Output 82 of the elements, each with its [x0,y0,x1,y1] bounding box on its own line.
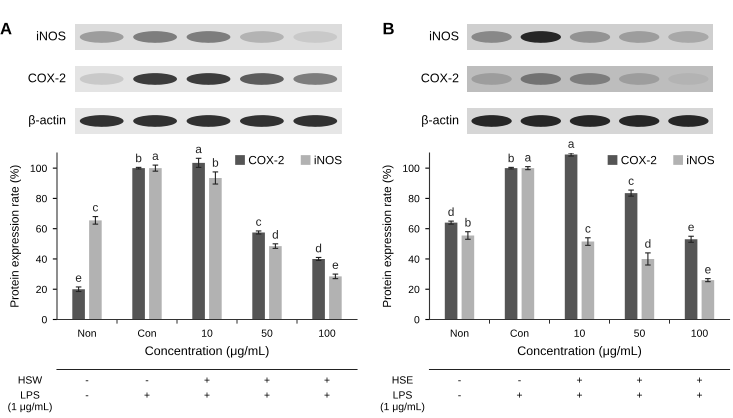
text: + [696,378,702,383]
text: LPS (1 μg/mL) [8,391,52,412]
data-label: a [152,154,159,160]
text: + [264,378,270,383]
legend-label: COX-2 [248,156,284,164]
text: - [86,395,88,396]
data-label: c [585,226,591,233]
x-tick-label: 50 [634,329,645,337]
x-tick-label: Con [138,329,156,337]
legend-label: iNOS [687,156,714,164]
text: COX-2 [28,74,66,82]
chart-title: A [0,22,12,34]
text: + [636,392,642,398]
text: + [144,392,150,398]
text: + [264,392,270,398]
text: β-actin [29,115,66,127]
data-label: a [525,155,532,162]
text: COX-2 [421,74,458,82]
data-label: b [212,158,218,167]
legend-label: COX-2 [621,156,656,164]
chart-title: B [384,22,394,34]
text: β-actin [422,115,458,127]
text: - [86,380,88,382]
x-tick-label: 10 [574,329,585,337]
data-label: b [136,154,142,162]
y-tick-label: 20 [36,286,47,294]
x-tick-label: Non [450,330,468,337]
y-tick-label: 100 [30,164,47,172]
data-label: c [256,219,262,226]
text: - [518,380,521,382]
x-tick-label: 100 [319,329,336,337]
text: + [576,378,582,383]
y-tick-label: 80 [408,194,420,202]
text: HSE [392,376,413,384]
data-label: d [448,207,454,216]
y-tick-label: 0 [414,316,420,324]
text: + [324,378,330,383]
text: + [204,378,210,383]
data-label: d [316,244,322,252]
data-label: e [705,267,711,274]
x-axis-title: Concentration (μg/mL) [145,346,269,358]
text: - [146,380,148,382]
x-tick-label: Non [78,330,96,337]
text: + [576,392,582,398]
data-label: b [508,154,514,162]
x-axis-title: Concentration (μg/mL) [518,346,642,358]
data-label: b [465,218,471,227]
y-tick-label: 40 [408,255,420,263]
data-label: a [196,146,202,154]
y-tick-label: 80 [36,194,47,202]
text: + [636,378,642,383]
text: LPS (1 μg/mL) [380,391,424,412]
data-label: e [688,224,694,232]
text: iNOS [430,31,458,40]
text: - [458,395,461,396]
data-label: d [272,230,278,239]
legend-label: iNOS [314,156,342,164]
text: + [204,392,210,398]
y-tick-label: 60 [408,225,420,233]
y-tick-label: 60 [36,225,47,233]
data-label: c [92,204,98,212]
data-label: e [332,262,338,269]
text: HSW [18,376,42,384]
y-tick-label: 40 [36,255,47,263]
x-tick-label: 50 [262,329,272,337]
text: + [696,392,702,398]
x-tick-label: Con [510,329,528,337]
data-label: d [645,239,650,248]
y-tick-label: 100 [403,164,420,172]
data-label: a [568,141,574,148]
x-tick-label: 100 [692,329,708,337]
text: + [516,392,522,398]
y-tick-label: 20 [408,286,420,294]
y-axis-title: Protein expression rate (%) [10,165,21,307]
text: iNOS [36,31,66,40]
y-axis-title: Protein expression rate (%) [382,165,394,307]
data-label: e [76,275,82,282]
x-tick-label: 10 [202,329,212,337]
y-tick-label: 0 [42,316,47,324]
text: + [324,392,330,398]
data-label: c [628,178,634,185]
text: - [458,380,461,382]
